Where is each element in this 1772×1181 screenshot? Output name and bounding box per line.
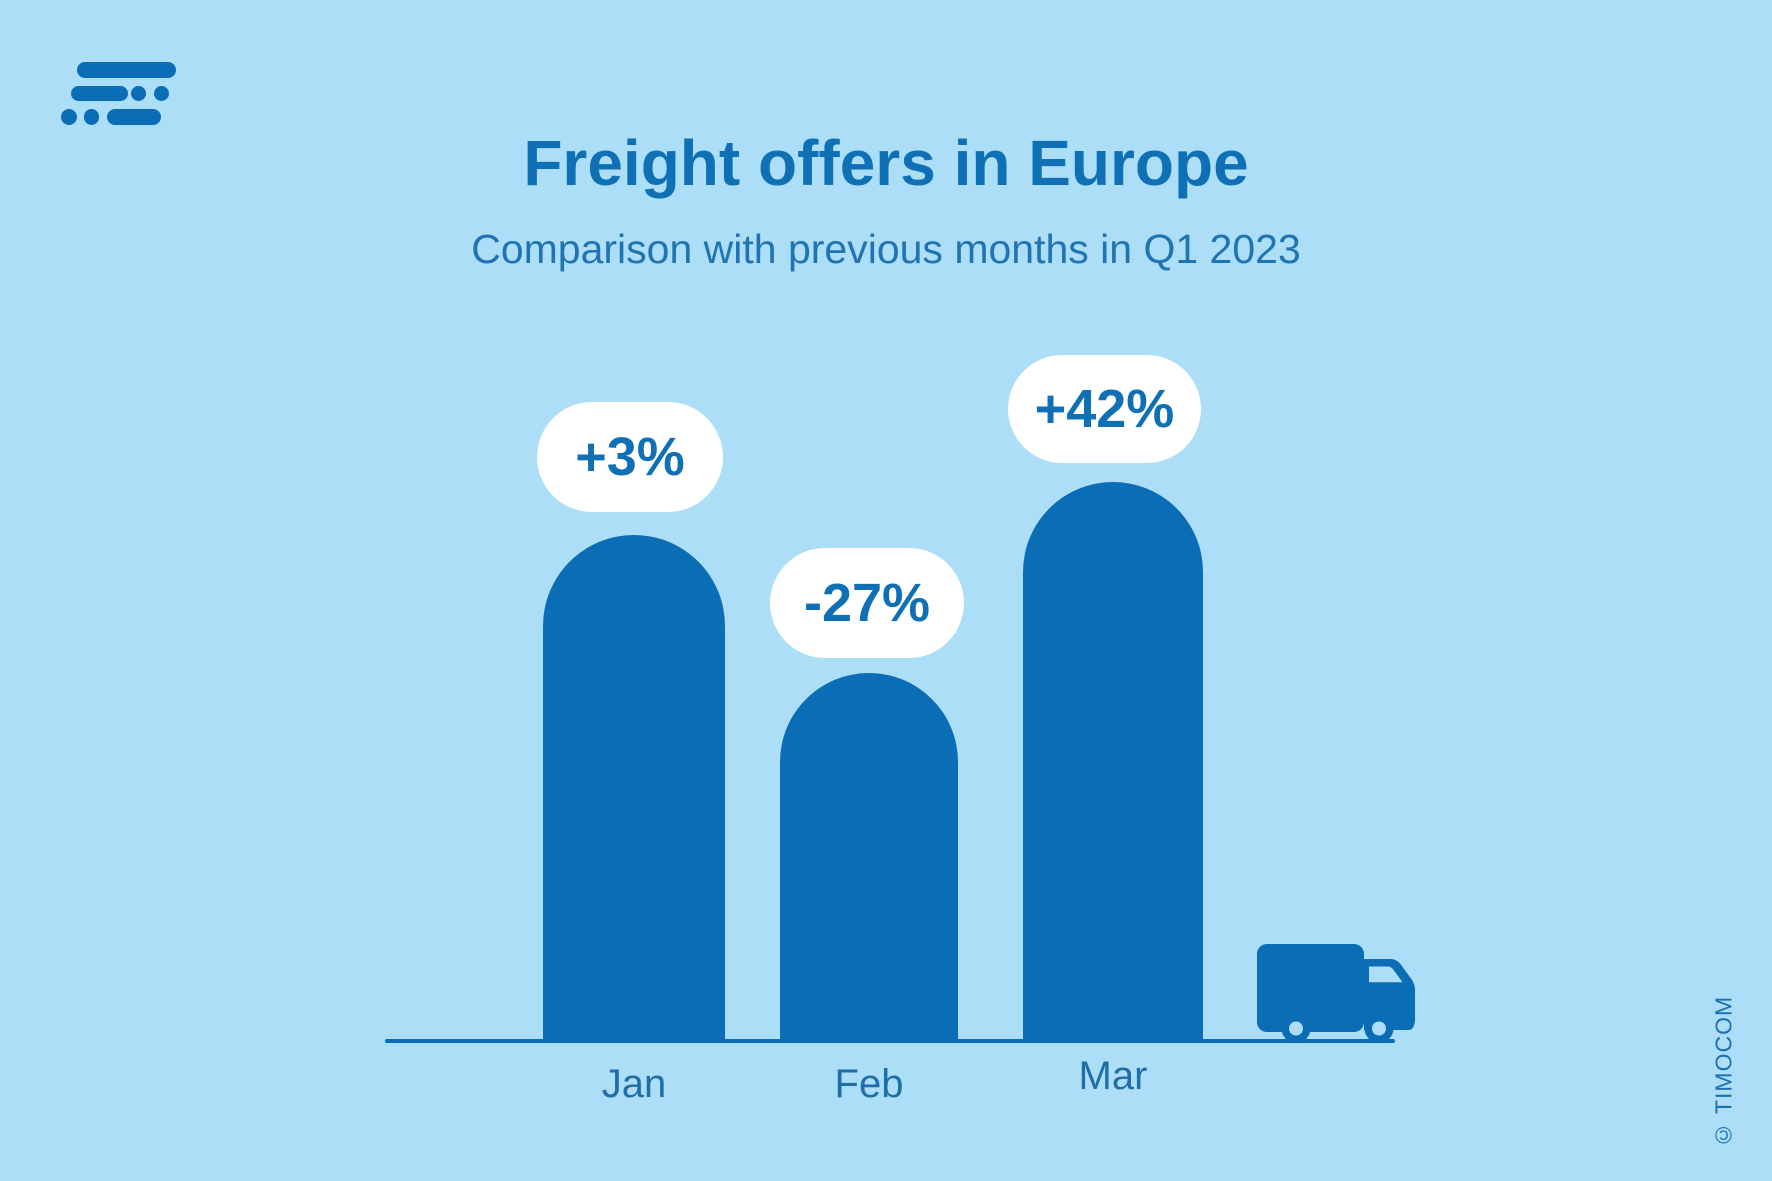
category-label: Mar [1078,1054,1148,1098]
value-bubble: -27% [770,548,964,658]
logo-bar-bottom [106,109,161,125]
logo-dot [61,109,77,125]
category-label: Feb [834,1062,904,1106]
value-label: +3% [575,427,685,487]
chart-bar [780,673,958,1043]
chart-bar [1023,482,1203,1043]
value-label: +42% [1034,379,1175,439]
category-label: Jan [601,1062,667,1106]
chart-bar [543,535,725,1043]
logo-dot [153,85,169,101]
value-bubble: +42% [1008,355,1201,463]
page-subtitle: Comparison with previous months in Q1 20… [471,226,1301,272]
logo-dot [130,85,146,101]
page-title: Freight offers in Europe [523,127,1249,199]
logo-dot [83,109,99,125]
logo-bar-top [77,62,176,78]
value-label: -27% [803,573,931,633]
timocom-logo-icon [61,62,177,125]
value-bubble: +3% [537,402,723,512]
logo-bar-middle [71,85,128,101]
truck-icon [1257,944,1415,1043]
copyright-watermark: © TIMOCOM [1710,995,1737,1148]
